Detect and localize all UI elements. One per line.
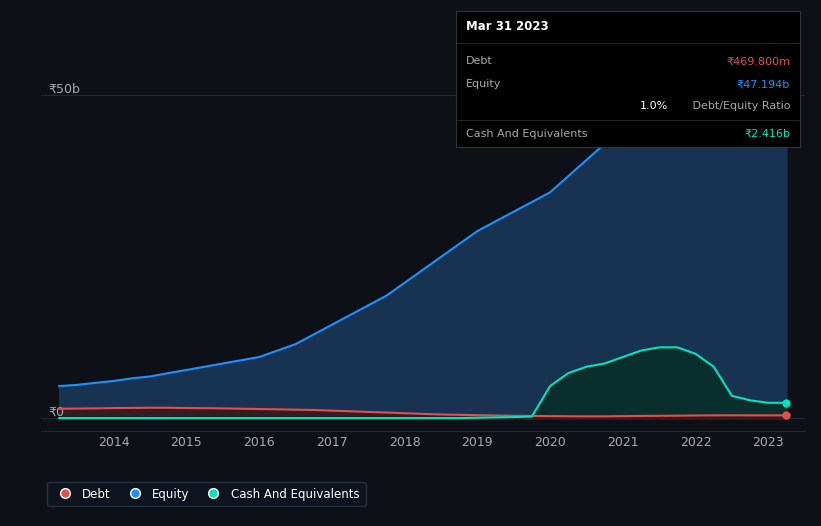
Text: ₹47.194b: ₹47.194b [737,79,790,89]
Text: ₹0: ₹0 [48,406,65,418]
Text: ₹50b: ₹50b [48,83,80,95]
Legend: Debt, Equity, Cash And Equivalents: Debt, Equity, Cash And Equivalents [47,482,365,507]
Text: Cash And Equivalents: Cash And Equivalents [466,128,588,139]
Text: Equity: Equity [466,79,502,89]
Text: Debt/Equity Ratio: Debt/Equity Ratio [689,101,790,112]
Text: ₹469.800m: ₹469.800m [726,56,790,66]
Text: Mar 31 2023: Mar 31 2023 [466,21,548,34]
Text: Debt: Debt [466,56,493,66]
Text: ₹2.416b: ₹2.416b [744,128,790,139]
Text: 1.0%: 1.0% [640,101,668,112]
